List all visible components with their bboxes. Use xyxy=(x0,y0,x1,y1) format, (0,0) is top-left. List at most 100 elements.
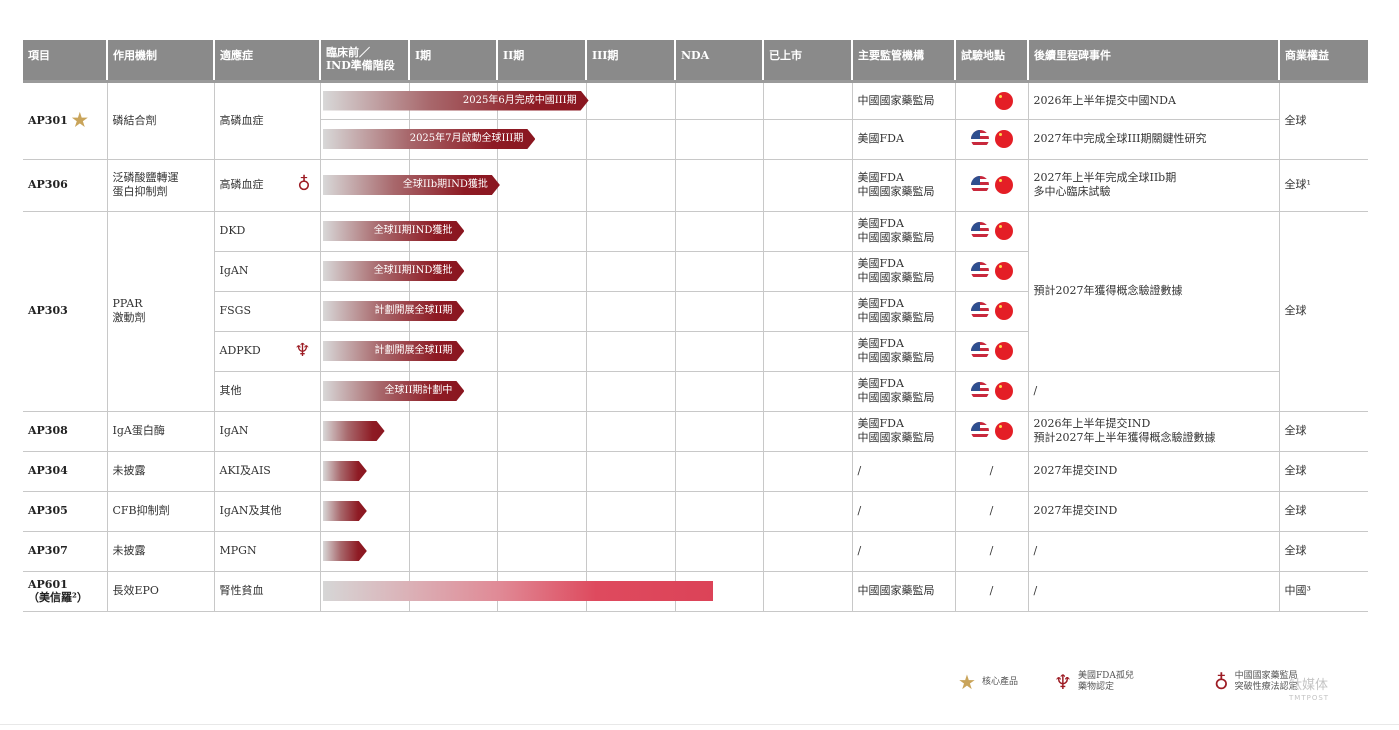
phase-cell xyxy=(320,531,410,572)
watermark-logo: 钛媒体 TMTPOST xyxy=(1289,678,1330,702)
mechanism-cell: 未披露 xyxy=(107,451,215,492)
mechanism-cell: 磷結合劑 xyxy=(107,79,215,160)
indication-cell: AKI及AIS xyxy=(214,451,321,492)
header-phase3: III期 xyxy=(586,40,676,81)
milestone-cell: 2027年上半年完成全球IIb期 多中心臨床試驗 xyxy=(1028,159,1280,212)
regulator-cell: / xyxy=(852,531,956,572)
star-icon: ★ xyxy=(958,670,976,694)
medal-icon: ♁ xyxy=(297,174,311,195)
us-flag-icon xyxy=(970,130,989,148)
regulator-cell: 中國國家藥監局 xyxy=(852,79,956,120)
site-cell: / xyxy=(955,531,1029,572)
trophy-icon: ♆ xyxy=(1054,670,1072,694)
cn-flag-icon xyxy=(994,176,1013,194)
regulator-cell: 美國FDA 中國國家藥監局 xyxy=(852,411,956,452)
cn-flag-icon xyxy=(994,262,1013,280)
progress-bar: 全球II期IND獲批 xyxy=(323,261,465,281)
header-milestone: 後續里程碑事件 xyxy=(1028,40,1280,81)
rights-cell: 全球 xyxy=(1279,411,1368,452)
us-flag-icon xyxy=(970,176,989,194)
phase-cell: 計劃開展全球II期 xyxy=(320,291,409,332)
table-row: AP308 IgA蛋白酶 IgAN 美國FDA 中國國家藥監局 2026年上半年… xyxy=(23,411,1368,452)
phase-cell xyxy=(320,411,410,452)
us-flag-icon xyxy=(970,262,989,280)
rights-cell: 全球¹ xyxy=(1279,159,1368,212)
cn-flag-icon xyxy=(994,130,1013,148)
site-cell xyxy=(955,119,1029,160)
table-row: AP304 未披露 AKI及AIS / / 2027年提交IND 全球 xyxy=(23,451,1368,492)
star-icon: ★ xyxy=(71,109,88,131)
rights-cell: 全球 xyxy=(1279,491,1368,532)
regulator-cell: 美國FDA 中國國家藥監局 xyxy=(852,211,956,252)
table-row: FSGS 計劃開展全球II期 美國FDA 中國國家藥監局 xyxy=(23,291,1368,332)
header-nda: NDA xyxy=(675,40,764,81)
table-row: ADPKD ♆ 計劃開展全球II期 美國FDA 中國國家藥監局 xyxy=(23,331,1368,372)
indication-cell: IgAN及其他 xyxy=(214,491,321,532)
cn-flag-icon xyxy=(994,222,1013,240)
milestone-cell: 預計2027年獲得概念驗證數據 xyxy=(1028,211,1280,372)
header-row: 項目 作用機制 適應症 臨床前／ IND準備階段 I期 II期 III期 NDA… xyxy=(23,40,1368,81)
header-preclinical: 臨床前／ IND準備階段 xyxy=(320,40,410,81)
header-phase1: I期 xyxy=(409,40,498,81)
phase-cell: 2025年6月完成中國III期 xyxy=(320,79,409,120)
regulator-cell: 美國FDA 中國國家藥監局 xyxy=(852,291,956,332)
indication-cell: IgAN xyxy=(214,251,321,292)
milestone-cell: 2027年提交IND xyxy=(1028,491,1280,532)
progress-bar: 全球IIb期IND獲批 xyxy=(323,175,500,195)
cn-flag-icon xyxy=(994,91,1013,110)
us-flag-icon xyxy=(970,342,989,360)
indication-cell: 高磷血症 ♁ xyxy=(214,159,321,212)
legend-core: ★ 核心產品 xyxy=(958,670,1018,694)
indication-cell: ADPKD ♆ xyxy=(214,331,321,372)
progress-bar: 2025年7月啟動全球III期 xyxy=(323,129,536,149)
medal-icon: ♁ xyxy=(1214,670,1229,694)
milestone-cell: 2026年上半年提交IND 預計2027年上半年獲得概念驗證數據 xyxy=(1028,411,1280,452)
header-indication: 適應症 xyxy=(214,40,321,81)
progress-bar: 2025年6月完成中國III期 xyxy=(323,91,589,111)
table-row: 2025年7月啟動全球III期 美國FDA 2027年中完成全球III期關鍵性研… xyxy=(23,119,1368,160)
phase-cell: 全球II期計劃中 xyxy=(320,371,409,412)
site-cell: / xyxy=(955,451,1029,492)
us-flag-icon xyxy=(970,222,989,240)
cn-flag-icon xyxy=(994,382,1013,400)
header-phase2: II期 xyxy=(497,40,587,81)
rights-cell: 中國³ xyxy=(1279,571,1368,612)
cn-flag-icon xyxy=(994,422,1013,440)
legend-nmpa: ♁ 中國國家藥監局 突破性療法認定 xyxy=(1214,670,1298,694)
phase-cell: 全球IIb期IND獲批 xyxy=(320,159,409,212)
phase-cell: 計劃開展全球II期 xyxy=(320,331,409,372)
trophy-icon: ♆ xyxy=(294,340,311,361)
indication-cell: DKD xyxy=(214,211,321,252)
rights-cell: 全球 xyxy=(1279,451,1368,492)
site-cell xyxy=(955,291,1029,332)
indication-cell: 高磷血症 xyxy=(214,79,321,160)
asset-ap301: AP301 ★ xyxy=(23,79,108,160)
progress-bar xyxy=(322,581,713,601)
asset-ap305: AP305 xyxy=(23,491,108,532)
mechanism-cell: 未披露 xyxy=(107,531,215,572)
regulator-cell: / xyxy=(852,451,956,492)
table-row: 其他 全球II期計劃中 美國FDA 中國國家藥監局 / xyxy=(23,371,1368,412)
indication-cell: MPGN xyxy=(214,531,321,572)
milestone-cell: 2027年提交IND xyxy=(1028,451,1280,492)
legend-fda: ♆ 美國FDA孤兒 藥物認定 xyxy=(1054,670,1134,694)
site-cell xyxy=(955,371,1029,412)
rights-cell: 全球 xyxy=(1279,531,1368,572)
indication-cell: 其他 xyxy=(214,371,321,412)
header-mechanism: 作用機制 xyxy=(107,40,215,81)
phase-cell xyxy=(320,451,410,492)
site-cell xyxy=(955,411,1029,452)
asset-ap303: AP303 xyxy=(23,211,108,412)
indication-cell: 腎性貧血 xyxy=(214,571,321,612)
asset-ap306: AP306 xyxy=(23,159,108,212)
site-cell: / xyxy=(955,571,1029,612)
table-row: AP601 （美信羅²） 長效EPO 腎性貧血 中國國家藥監局 / / 中國³ xyxy=(23,571,1368,612)
mechanism-cell: IgA蛋白酶 xyxy=(107,411,215,452)
milestone-cell: 2026年上半年提交中國NDA xyxy=(1028,79,1280,120)
rights-cell: 全球 xyxy=(1279,79,1368,160)
header-marketed: 已上市 xyxy=(763,40,853,81)
mechanism-cell: PPAR 激動劑 xyxy=(107,211,215,412)
divider xyxy=(0,724,1399,725)
progress-bar xyxy=(323,461,367,481)
table-row: AP303 PPAR 激動劑 DKD 全球II期IND獲批 美國FDA 中國國家… xyxy=(23,211,1368,412)
